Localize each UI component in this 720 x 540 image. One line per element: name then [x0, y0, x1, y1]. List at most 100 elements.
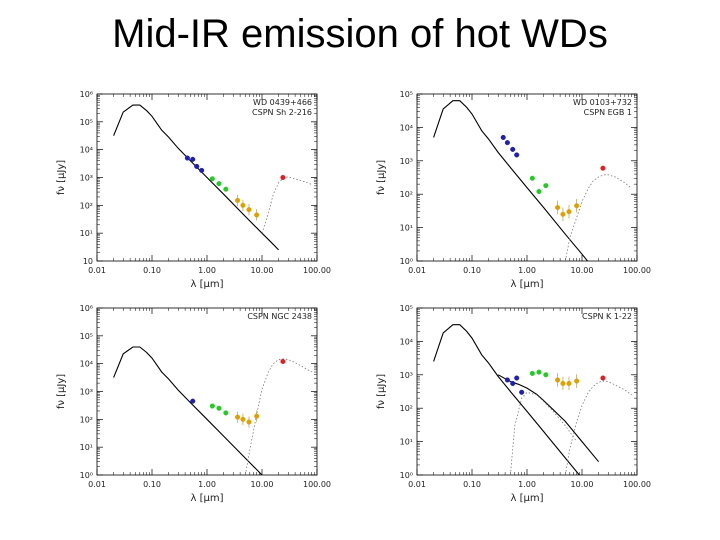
sed-chart-wd-0103-732: 0.01 0.10 1.00 10.00 100.00 10⁰ 10¹ 10² 10³ 10⁴ 10…	[376, 90, 651, 290]
sed-chart-k-1-22: 0.01 0.10 1.00 10.00 100.00 10⁰ 10¹ 10² 10³ 10⁴ 10…	[376, 304, 651, 504]
sed-chart-wd-0439-466: 0.01 0.10 1.00 10.00 100.00 10 10¹ 10² 10³ 10⁴ 10⁵…	[56, 90, 331, 290]
data-point-nearir	[216, 181, 222, 187]
object-label: CSPN Sh 2-216	[252, 108, 312, 117]
x-tick-label: 0.01	[88, 266, 106, 275]
data-point-midir	[235, 197, 241, 203]
slide-title: Mid-IR emission of hot WDs	[112, 12, 608, 56]
plot-frame	[416, 307, 638, 476]
data-point-midir	[254, 413, 260, 419]
data-point-midir	[240, 416, 246, 422]
data-point-uv-optical	[500, 134, 506, 141]
plot-frame	[96, 307, 318, 476]
object-label: CSPN EGB 1	[584, 108, 632, 117]
y-tick-label: 10¹	[400, 438, 413, 447]
object-label: CSPN K 1-22	[582, 312, 632, 321]
y-tick-label: 10³	[80, 388, 93, 397]
data-point-uv-optical	[184, 155, 190, 161]
x-tick-label: 100.00	[303, 480, 331, 489]
data-point-nearir	[536, 369, 542, 375]
x-tick-label: 0.01	[408, 480, 426, 489]
y-tick-label: 10⁵	[400, 304, 413, 313]
x-tick-label: 0.01	[408, 266, 426, 275]
y-tick-label: 10¹	[80, 229, 93, 238]
y-tick-label: 10⁶	[80, 304, 93, 313]
x-tick-label: 100.00	[303, 266, 331, 275]
chart-panel-top-right: 0.01 0.10 1.00 10.00 100.00 10⁰ 10¹ 10² 10³ 10⁴ 10…	[372, 88, 664, 293]
data-point-midir	[574, 203, 580, 209]
data-point-nearir	[223, 186, 229, 192]
data-point-nearir	[529, 370, 535, 376]
data-point-uv-optical	[194, 163, 200, 169]
data-point-midir	[240, 202, 246, 208]
data-point-midir	[566, 380, 572, 387]
y-tick-label: 10³	[400, 157, 413, 166]
y-axis-label: fν [μJy]	[376, 374, 387, 409]
data-point-midir	[560, 380, 566, 387]
y-axis-label: fν [μJy]	[56, 374, 67, 409]
y-tick-label: 10²	[400, 190, 413, 199]
data-point-midir	[235, 414, 241, 420]
data-point-midir	[560, 211, 566, 217]
plot-area	[433, 324, 632, 475]
x-axis-label: λ [μm]	[190, 493, 223, 504]
data-point-uv-optical	[504, 377, 510, 383]
x-tick-label: 0.01	[88, 480, 106, 489]
x-axis-label: λ [μm]	[510, 279, 543, 290]
y-tick-label: 10⁵	[80, 118, 93, 127]
data-point-midir	[246, 419, 252, 425]
data-point-nearir	[209, 176, 215, 182]
object-label: CSPN NGC 2438	[247, 312, 312, 321]
y-tick-label: 10³	[80, 174, 93, 183]
data-point-uv-optical	[199, 167, 205, 173]
y-tick-label: 10¹	[400, 224, 413, 233]
data-point-uv-optical	[190, 156, 196, 162]
data-point-midir	[555, 377, 561, 383]
x-tick-label: 10.00	[571, 266, 594, 275]
data-point-midir	[246, 207, 252, 213]
data-point-nearir	[209, 403, 215, 409]
x-axis-label: λ [μm]	[190, 279, 223, 290]
y-tick-label: 10⁴	[400, 337, 413, 346]
data-point-farir	[600, 375, 606, 381]
y-tick-label: 10²	[400, 404, 413, 413]
data-point-farir	[280, 358, 286, 365]
data-point-nearir	[543, 183, 549, 189]
data-point-midir	[574, 378, 580, 384]
data-point-uv-optical	[190, 398, 196, 404]
data-point-farir	[280, 174, 286, 181]
chart-panel-bottom-left: 0.01 0.10 1.00 10.00 100.00 10⁰ 10¹ 10² 10³ 10⁴ 10…	[52, 302, 344, 507]
sed-curve-photosphere	[113, 346, 263, 475]
plot-frame	[416, 93, 638, 262]
data-point-nearir	[536, 189, 542, 195]
y-tick-label: 10⁴	[80, 146, 93, 155]
x-tick-label: 1.00	[198, 480, 216, 489]
plot-area	[113, 104, 312, 251]
data-point-midir	[555, 204, 561, 211]
data-point-nearir	[223, 410, 229, 416]
data-point-uv-optical	[510, 380, 516, 387]
data-point-nearir	[529, 175, 535, 181]
x-axis-label: λ [μm]	[510, 493, 543, 504]
object-label: WD 0103+732	[573, 98, 632, 107]
x-tick-label: 0.10	[463, 480, 481, 489]
sed-curve-photosphere	[433, 324, 581, 475]
y-tick-label: 10⁴	[80, 360, 93, 369]
sed-curve-photosphere	[433, 100, 589, 261]
x-tick-label: 0.10	[463, 266, 481, 275]
y-axis-label: fν [μJy]	[376, 160, 387, 195]
x-tick-label: 0.10	[143, 266, 161, 275]
y-tick-label: 10⁴	[400, 123, 413, 132]
data-point-uv-optical	[510, 146, 516, 152]
x-tick-label: 1.00	[518, 480, 536, 489]
plot-area	[113, 346, 312, 475]
y-axis-label: fν [μJy]	[56, 160, 67, 195]
data-point-uv-optical	[514, 375, 520, 381]
x-tick-label: 10.00	[571, 480, 594, 489]
y-tick-label: 10	[83, 257, 93, 266]
sed-curve-dust	[245, 358, 312, 475]
data-point-nearir	[216, 405, 222, 411]
data-point-midir	[566, 209, 572, 215]
x-tick-label: 10.00	[251, 480, 274, 489]
object-label: WD 0439+466	[253, 98, 312, 107]
x-tick-label: 0.10	[143, 480, 161, 489]
